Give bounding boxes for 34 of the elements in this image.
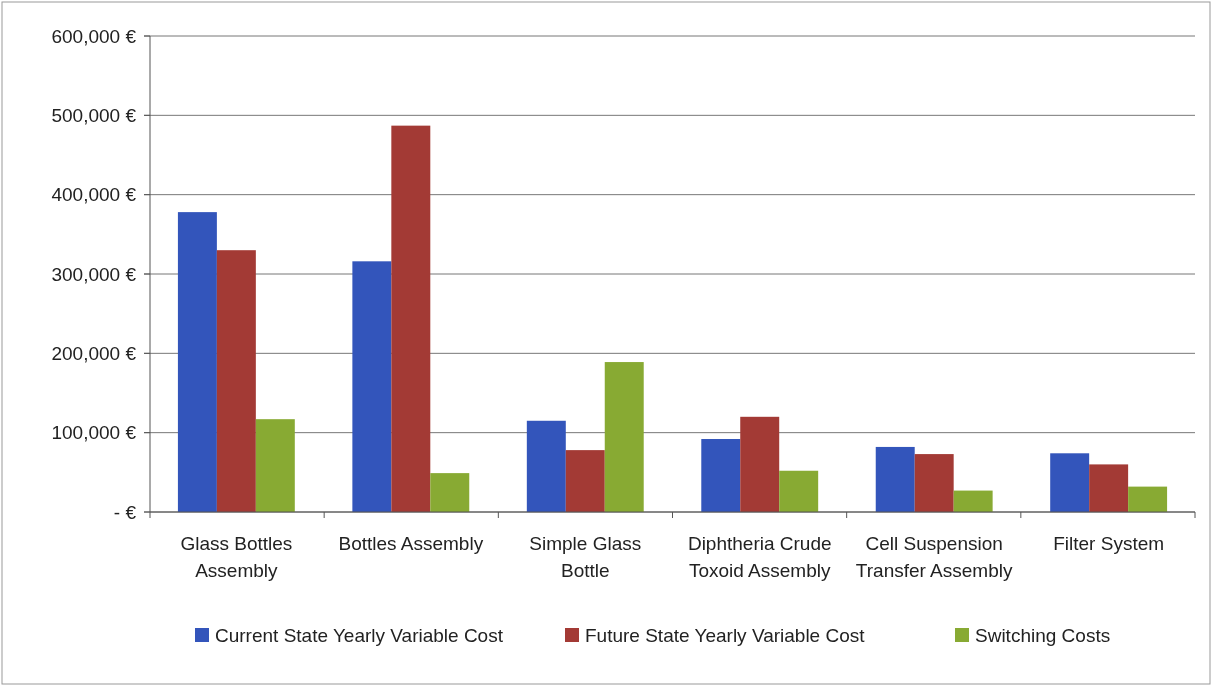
y-tick-label: 200,000 € [51,342,137,364]
legend-label: Current State Yearly Variable Cost [215,624,504,646]
bar [1050,453,1090,512]
bar [779,470,819,512]
bar [1089,464,1129,512]
legend-label: Future State Yearly Variable Cost [585,624,866,646]
y-tick-label: 300,000 € [51,263,137,285]
y-tick-label: 600,000 € [51,25,137,47]
bar [352,261,392,512]
y-tick-label: - € [113,501,137,523]
x-tick-label: Filter System [1053,533,1165,554]
x-tick-label: Simple Glass Bottle [529,533,642,581]
x-tick-label: Diphtheria Crude Toxoid Assembly [687,533,832,581]
legend-label: Switching Costs [975,624,1111,646]
bar [604,362,644,512]
y-tick-label: 100,000 € [51,422,137,444]
bar [953,490,993,512]
bar [914,454,954,512]
bar [1128,486,1168,512]
bar [391,125,431,512]
x-tick-label: Bottles Assembly [338,533,484,554]
bar [875,446,915,512]
bar [701,439,741,512]
bar [430,473,470,512]
bar [526,420,566,512]
x-tick-label: Glass Bottles Assembly [180,533,293,581]
bar [565,450,605,512]
bar [177,212,217,512]
bar [255,419,295,512]
bar [216,250,256,512]
bar [740,416,780,512]
y-tick-label: 500,000 € [51,104,137,126]
x-tick-label: Cell Suspension Transfer Assembly [855,533,1013,581]
y-tick-label: 400,000 € [51,184,137,206]
